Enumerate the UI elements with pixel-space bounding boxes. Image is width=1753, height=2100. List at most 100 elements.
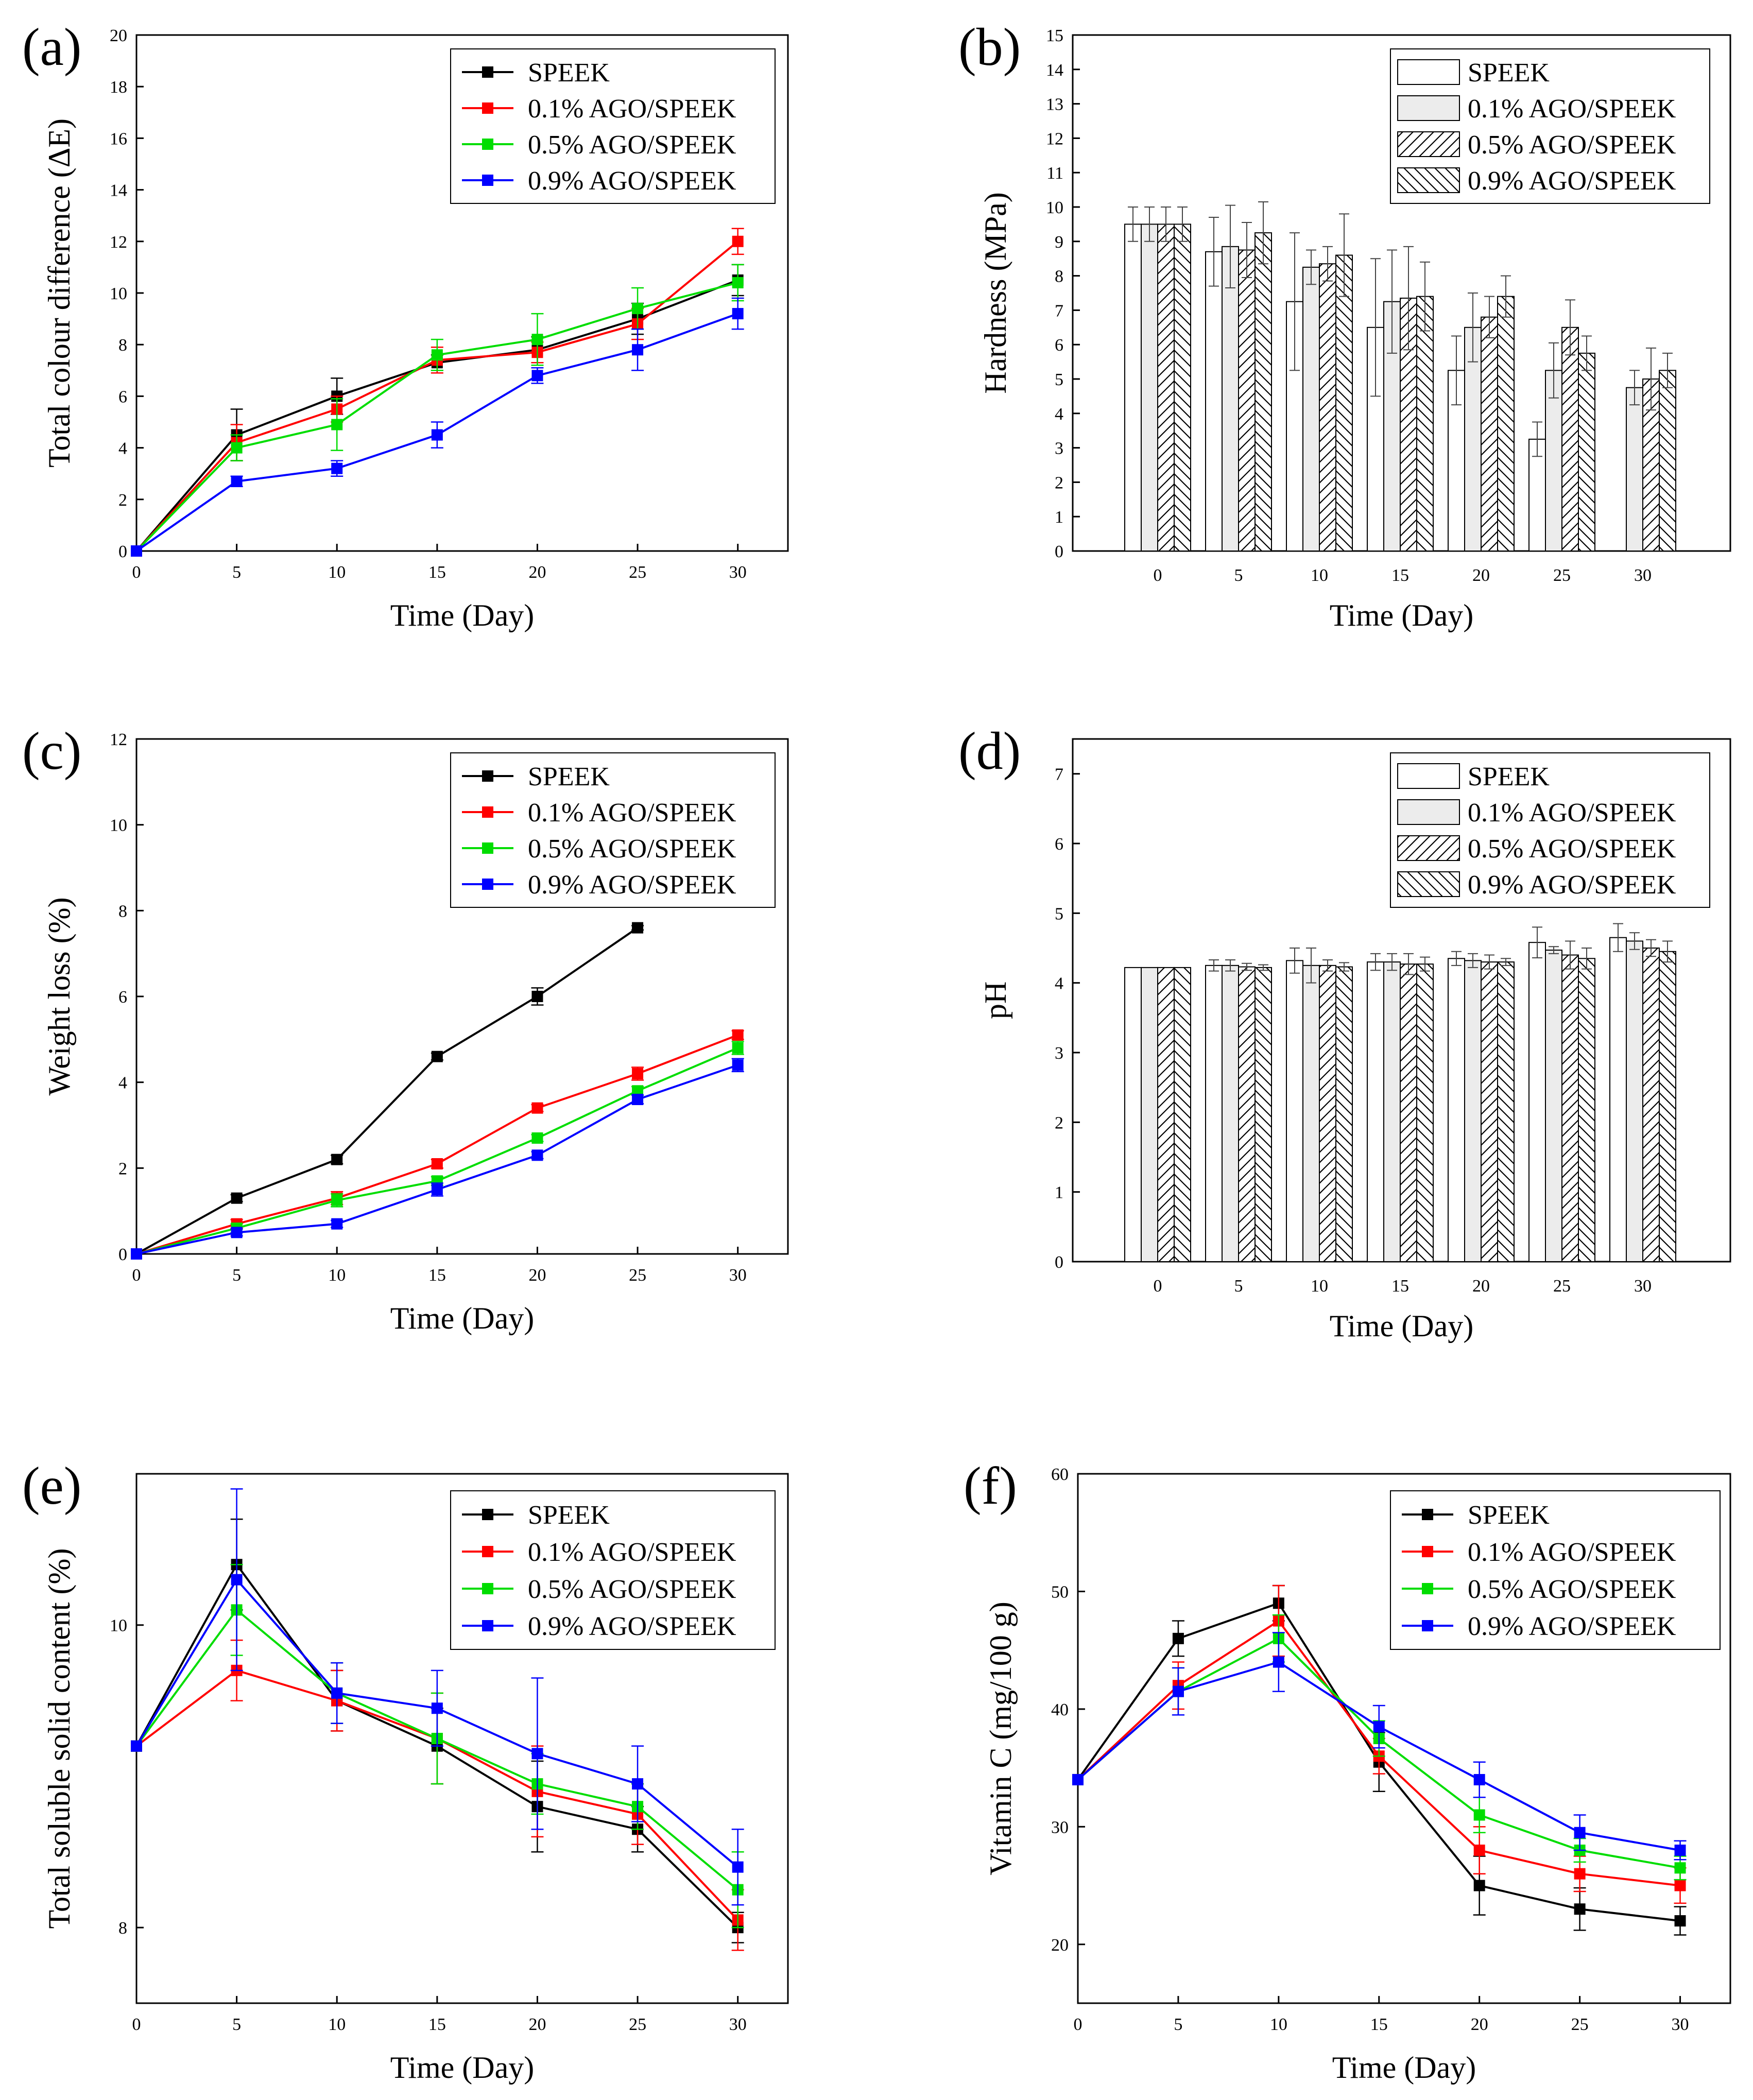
bar [1464,960,1482,1262]
bar [1319,263,1336,552]
bar [1561,954,1579,1262]
y-tick-label: 2 [1055,1113,1063,1132]
data-point [1574,1868,1586,1880]
data-point [1574,1903,1586,1915]
data-point [732,277,744,288]
series-line [136,1034,738,1255]
bar [1659,951,1676,1263]
legend-swatch-marker [482,1546,493,1557]
data-point [231,475,243,487]
y-tick-label: 14 [110,181,127,200]
y-tick-label: 8 [1055,267,1063,286]
y-tick-label: 12 [110,233,127,252]
x-axis-title: Time (Day) [390,1301,534,1335]
y-tick-label: 7 [1055,301,1063,320]
data-point [531,991,543,1002]
bar [1416,963,1434,1263]
legend-label: SPEEK [1468,58,1550,88]
data-point [531,1102,543,1114]
y-tick-label: 0 [118,542,127,561]
panel-label: (c) [22,721,81,781]
y-tick-label: 6 [118,988,127,1007]
data-point [331,462,343,474]
legend-label: 0.1% AGO/SPEEK [528,798,736,828]
legend-label: SPEEK [528,58,610,88]
legend-swatch-bar [1397,95,1460,121]
y-tick-label: 10 [110,816,127,835]
y-tick-label: 10 [110,284,127,303]
series-0 [131,922,644,1260]
data-point [1373,1721,1385,1733]
bar [1464,326,1482,552]
data-point [1574,1827,1586,1838]
panel-label: (f) [964,1456,1017,1516]
data-point [431,1702,443,1714]
x-axis-title: Time (Day) [1332,2051,1476,2085]
x-axis-title: Time (Day) [390,2051,534,2085]
x-tick-label: 15 [1391,566,1409,585]
bar [1141,223,1158,552]
data-point [632,1085,644,1097]
series-line [135,240,738,552]
data-point [732,1029,744,1041]
data-point [632,1068,644,1079]
chart-panel-a: (a) 0 2 4 6 8 10 12 14 16 18 20 Total colour differe… [22,18,789,632]
legend: SPEEK 0.1% AGO/SPEEK 0.5% AGO/SPEEK 0.9% AG… [1390,1490,1721,1650]
bar [1174,967,1191,1262]
series-1 [1141,932,1643,1263]
legend: SPEEK 0.1% AGO/SPEEK 0.5% AGO/SPEEK 0.9% AG… [450,1490,776,1650]
bar [1174,223,1191,552]
data-point [1674,1845,1686,1856]
legend-label: SPEEK [528,1501,610,1530]
legend-swatch-marker [1422,1546,1433,1557]
bar [1124,223,1142,552]
y-tick-label: 8 [118,336,127,355]
bar [1205,965,1223,1263]
series-line [136,1047,738,1255]
x-tick-label: 25 [629,1266,646,1285]
bar [1659,370,1676,552]
data-point [231,1227,243,1238]
data-point [1674,1862,1686,1874]
legend-swatch-marker [482,1509,493,1520]
x-tick-label: 30 [1634,566,1652,585]
series-1 [1141,204,1643,552]
data-point [732,1059,744,1071]
bar [1319,965,1336,1263]
y-tick-label: 9 [1055,233,1063,252]
y-tick-label: 60 [1051,1465,1069,1484]
bar [1254,232,1272,552]
bar [1528,942,1546,1262]
data-point [531,334,543,346]
data-point [632,1094,644,1105]
data-point [231,442,243,454]
bar [1302,965,1320,1263]
y-tick-label: 6 [118,387,127,406]
data-point [1273,1656,1284,1668]
legend-label: 0.5% AGO/SPEEK [528,130,736,160]
x-tick-label: 10 [328,2015,346,2034]
bar [1609,937,1627,1262]
y-tick-label: 15 [1046,26,1063,45]
bar [1254,967,1272,1262]
data-point [131,545,142,557]
series-2 [1157,939,1660,1263]
x-tick-label: 15 [1391,1277,1409,1296]
y-tick-label: 0 [1055,542,1063,561]
x-tick-label: 10 [1270,2015,1287,2034]
data-point [431,1051,443,1062]
series-line [136,927,639,1255]
legend-swatch-marker [1422,1509,1433,1520]
y-tick-label: 4 [118,439,127,458]
data-point [431,1184,443,1195]
series-2 [1157,206,1660,552]
x-tick-label: 5 [1174,2015,1182,2034]
y-tick-label: 4 [1055,974,1063,993]
bar [1578,958,1595,1263]
y-tick-label: 8 [118,1919,127,1938]
bar [1157,967,1175,1262]
legend-label: 0.5% AGO/SPEEK [528,834,736,864]
bar [1497,296,1515,552]
y-tick-label: 0 [118,1245,127,1264]
